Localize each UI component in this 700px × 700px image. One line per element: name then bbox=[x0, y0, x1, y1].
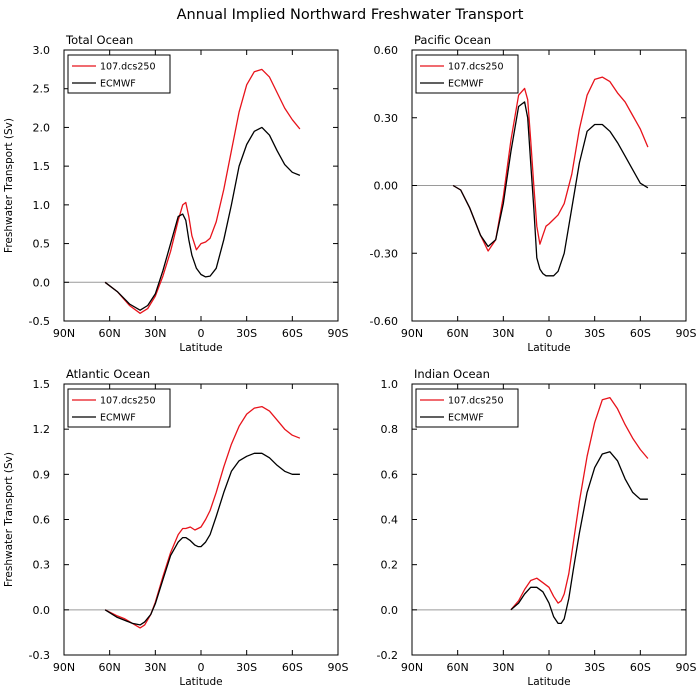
x-tick-label: 60S bbox=[282, 327, 303, 340]
x-tick-label: 90S bbox=[328, 661, 349, 674]
y-tick-label: 0.0 bbox=[33, 276, 51, 289]
y-tick-label: -0.5 bbox=[29, 315, 50, 328]
y-tick-label: 0.2 bbox=[381, 559, 399, 572]
y-tick-label: 2.0 bbox=[33, 121, 51, 134]
y-axis-label: Freshwater Transport (Sv) bbox=[3, 118, 15, 253]
y-tick-label: -0.3 bbox=[29, 649, 50, 662]
series-line-model bbox=[104, 405, 301, 629]
y-tick-label: 3.0 bbox=[33, 44, 51, 57]
y-tick-label: 0.60 bbox=[374, 44, 399, 57]
x-tick-label: 60N bbox=[447, 661, 469, 674]
x-tick-label: 60S bbox=[630, 327, 651, 340]
y-axis-label: Freshwater Transport (Sv) bbox=[3, 452, 15, 587]
series-line-ecmwf bbox=[452, 101, 649, 277]
x-tick-label: 30N bbox=[144, 327, 166, 340]
legend-label: 107.dcs250 bbox=[448, 396, 504, 407]
panel-title: Total Ocean bbox=[65, 33, 133, 47]
legend: 107.dcs250 ECMWF bbox=[67, 54, 171, 94]
y-tick-label: 0.00 bbox=[374, 180, 399, 193]
x-tick-label: 0 bbox=[546, 661, 553, 674]
x-tick-label: 90S bbox=[676, 327, 697, 340]
x-tick-label: 90N bbox=[53, 327, 75, 340]
x-tick-label: 30S bbox=[584, 661, 605, 674]
series-line-ecmwf bbox=[104, 126, 301, 311]
chart-panel: 90N 60N 30N 0 30S 60S 90S -0.60 -0.30 0.00 0.30 0.6… bbox=[370, 33, 697, 354]
y-tick-label: 0.4 bbox=[381, 514, 399, 527]
series-line-ecmwf bbox=[104, 452, 300, 626]
x-tick-label: 60S bbox=[282, 661, 303, 674]
y-tick-label: -0.30 bbox=[370, 247, 398, 260]
panel-title: Indian Ocean bbox=[414, 367, 490, 381]
x-tick-label: 0 bbox=[198, 327, 205, 340]
x-tick-label: 30S bbox=[236, 327, 257, 340]
legend-box bbox=[415, 388, 519, 428]
y-tick-label: 0.5 bbox=[33, 238, 51, 251]
y-tick-label: 0.9 bbox=[33, 468, 51, 481]
legend-box bbox=[415, 54, 519, 94]
x-tick-label: 0 bbox=[546, 327, 553, 340]
panel-title: Pacific Ocean bbox=[414, 33, 491, 47]
x-axis-label: Latitude bbox=[527, 342, 570, 354]
legend: 107.dcs250 ECMWF bbox=[67, 388, 171, 428]
legend-label: 107.dcs250 bbox=[100, 62, 156, 73]
legend-label: ECMWF bbox=[100, 79, 136, 90]
y-tick-label: 2.5 bbox=[33, 83, 51, 96]
y-tick-label: 0.6 bbox=[33, 514, 51, 527]
x-axis-label: Latitude bbox=[527, 676, 570, 688]
y-tick-label: -0.60 bbox=[370, 315, 398, 328]
series-line-model bbox=[452, 76, 649, 252]
x-tick-label: 30N bbox=[492, 661, 514, 674]
x-tick-label: 30S bbox=[236, 661, 257, 674]
legend-label: 107.dcs250 bbox=[100, 396, 156, 407]
y-tick-label: 1.0 bbox=[381, 378, 399, 391]
x-tick-label: 60N bbox=[447, 327, 469, 340]
y-tick-label: -0.2 bbox=[377, 649, 398, 662]
y-tick-label: 1.0 bbox=[33, 199, 51, 212]
y-tick-label: 1.5 bbox=[33, 160, 51, 173]
x-tick-label: 60N bbox=[99, 327, 121, 340]
x-tick-label: 90N bbox=[53, 661, 75, 674]
y-tick-label: 0.3 bbox=[33, 559, 51, 572]
y-tick-label: 0.0 bbox=[381, 604, 399, 617]
x-tick-label: 90N bbox=[401, 327, 423, 340]
panel-title: Atlantic Ocean bbox=[66, 367, 150, 381]
x-tick-label: 30N bbox=[144, 661, 166, 674]
legend: 107.dcs250 ECMWF bbox=[415, 54, 519, 94]
legend-label: ECMWF bbox=[448, 79, 484, 90]
legend-box bbox=[67, 54, 171, 94]
x-tick-label: 60S bbox=[630, 661, 651, 674]
x-tick-label: 0 bbox=[198, 661, 205, 674]
y-tick-label: 0.0 bbox=[33, 604, 51, 617]
chart-panel: 90N 60N 30N 0 30S 60S 90S -0.5 0.0 0.5 1.0 1.5 2.0 2.… bbox=[3, 33, 349, 354]
x-tick-label: 60N bbox=[99, 661, 121, 674]
legend-label: ECMWF bbox=[448, 413, 484, 424]
series-line-model bbox=[104, 68, 301, 314]
y-tick-label: 1.2 bbox=[33, 423, 51, 436]
y-tick-label: 1.5 bbox=[33, 378, 51, 391]
x-tick-label: 30N bbox=[492, 327, 514, 340]
x-axis-label: Latitude bbox=[179, 676, 222, 688]
x-axis-label: Latitude bbox=[179, 342, 222, 354]
x-tick-label: 90N bbox=[401, 661, 423, 674]
y-tick-label: 0.6 bbox=[381, 468, 399, 481]
x-tick-label: 30S bbox=[584, 327, 605, 340]
series-line-model bbox=[510, 396, 649, 611]
x-tick-label: 90S bbox=[328, 327, 349, 340]
figure-title: Annual Implied Northward Freshwater Tran… bbox=[177, 7, 524, 23]
x-tick-label: 90S bbox=[676, 661, 697, 674]
legend-label: ECMWF bbox=[100, 413, 136, 424]
series-line-ecmwf bbox=[510, 451, 648, 625]
legend-box bbox=[67, 388, 171, 428]
chart-panel: 90N 60N 30N 0 30S 60S 90S -0.3 0.0 0.3 0.6 0.9 1.2 1.… bbox=[3, 367, 349, 688]
chart-panel: 90N 60N 30N 0 30S 60S 90S -0.2 0.0 0.2 0.4 0.6 0.8 1.… bbox=[377, 367, 697, 688]
legend: 107.dcs250 ECMWF bbox=[415, 388, 519, 428]
legend-label: 107.dcs250 bbox=[448, 62, 504, 73]
y-tick-label: 0.8 bbox=[381, 423, 399, 436]
y-tick-label: 0.30 bbox=[374, 112, 399, 125]
